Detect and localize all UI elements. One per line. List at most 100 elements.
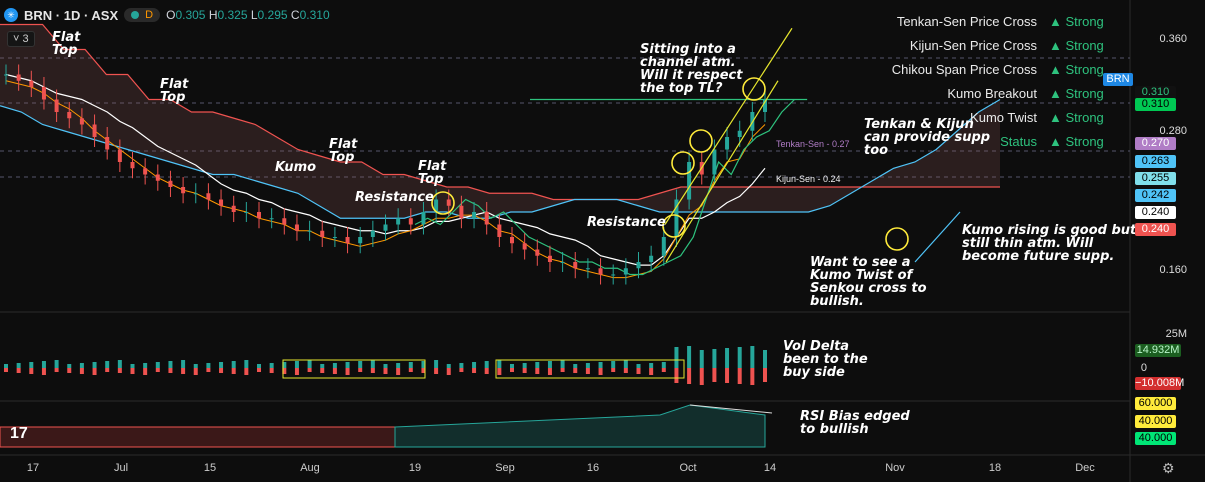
volume-delta-bar-up — [370, 360, 375, 368]
candle-body — [497, 224, 502, 237]
annotation-flat-top-1: Flat Top — [52, 30, 81, 58]
volume-delta-bar-down — [687, 368, 692, 384]
candle-body — [206, 193, 211, 200]
candle-body — [370, 230, 375, 237]
volume-delta-bar-down — [636, 368, 641, 374]
volume-delta-bar-up — [472, 362, 477, 368]
volume-delta-bar-down — [472, 368, 477, 373]
status-row: Kijun-Sen Price Cross ▲ Strong — [865, 33, 1125, 57]
x-axis-label: 15 — [203, 462, 217, 474]
candle-body — [79, 118, 84, 125]
x-axis-label: Sep — [495, 462, 515, 474]
rsi-value-box: 60.000 — [1135, 397, 1176, 410]
volume-delta-bar-down — [737, 368, 742, 384]
volume-delta-bar-up — [484, 361, 489, 368]
volume-delta-bar-down — [29, 368, 34, 374]
candle-body — [117, 149, 122, 162]
arrow-icon — [914, 211, 961, 263]
volume-delta-bar-down — [155, 368, 160, 372]
candle-body — [54, 99, 59, 112]
volume-delta-bar-down — [623, 368, 628, 373]
highlight-circle — [431, 191, 455, 215]
senkou-span-a-line — [0, 98, 1001, 219]
volume-delta-bar-down — [611, 368, 616, 372]
volume-delta-bar-up — [598, 362, 603, 368]
status-label: Kumo Twist — [970, 109, 1037, 125]
highlight-circle — [742, 77, 766, 101]
price-value-box: 0.240 — [1135, 206, 1176, 219]
volume-delta-bar-down — [269, 368, 274, 373]
candle-body — [661, 237, 666, 256]
candle-body — [4, 74, 8, 76]
volume-delta-bar-down — [345, 368, 350, 375]
volume-delta-bar-down — [16, 368, 21, 373]
candle-body — [105, 137, 110, 150]
volume-delta-bar-down — [257, 368, 261, 372]
volume-delta-bar-up — [4, 364, 8, 368]
volume-delta-bar-up — [421, 361, 426, 368]
x-axis-label: 17 — [26, 462, 40, 474]
candle-body — [674, 199, 679, 237]
volume-delta-bar-down — [434, 368, 439, 374]
highlight-circle — [671, 151, 695, 175]
market-status-pill[interactable]: D — [124, 8, 161, 22]
volume-delta-bar-up — [244, 360, 249, 368]
gear-icon[interactable]: ⚙ — [1162, 460, 1175, 476]
candle-body — [244, 212, 249, 213]
candle-body — [294, 224, 299, 231]
volume-delta-bar-up — [67, 364, 72, 368]
candle-body — [383, 224, 388, 231]
candle-body — [712, 149, 717, 175]
candle-body — [396, 218, 401, 225]
indicator-collapse-button[interactable]: ˅ 3 — [7, 31, 35, 47]
volume-delta-bar-up — [282, 362, 287, 368]
candle-body — [16, 74, 21, 81]
volume-delta-bar-up — [79, 363, 84, 368]
volume-delta-bar-down — [484, 368, 489, 374]
volume-delta-bar-up — [168, 361, 173, 368]
candle-body — [725, 137, 730, 150]
candle-body — [598, 268, 603, 275]
volume-tick: 0 — [1140, 362, 1147, 374]
volume-delta-bar-down — [573, 368, 578, 373]
asx-symbol-icon: ✳ — [4, 8, 18, 22]
candle-body — [585, 268, 590, 270]
candle-body — [168, 180, 173, 187]
volume-delta-bar-down — [408, 368, 413, 372]
volume-delta-bar-up — [687, 346, 692, 368]
volume-delta-bar-up — [737, 347, 742, 368]
volume-delta-bar-down — [383, 368, 388, 374]
status-value: ▲ Strong — [1049, 13, 1104, 29]
volume-delta-bar-up — [54, 360, 59, 368]
annotation-tenkan-kijun: Tenkan & Kijun can provide supp too — [864, 117, 991, 158]
volume-delta-bar-up — [623, 360, 628, 368]
volume-delta-bar-down — [320, 368, 325, 373]
volume-delta-bar-down — [168, 368, 173, 373]
volume-delta-bar-down — [725, 368, 730, 383]
candle-body — [41, 87, 46, 100]
volume-delta-bar-up — [155, 362, 160, 368]
volume-delta-bar-down — [41, 368, 46, 375]
volume-delta-bar-down — [206, 368, 211, 372]
volume-delta-bar-down — [510, 368, 514, 372]
volume-delta-bar-down — [332, 368, 337, 374]
volume-delta-bar-down — [661, 368, 666, 372]
delayed-badge: D — [145, 9, 154, 21]
volume-delta-bar-down — [358, 368, 363, 372]
price-value-box: BRN — [1103, 73, 1133, 86]
symbol-title[interactable]: BRN · 1D · ASX — [24, 7, 119, 23]
volume-delta-bar-down — [294, 368, 299, 375]
candle-body — [67, 112, 72, 119]
volume-delta-bar-down — [92, 368, 97, 375]
volume-delta-bar-down — [79, 368, 84, 374]
status-label: Kumo Breakout — [947, 85, 1037, 101]
volume-delta-bar-up — [294, 361, 299, 368]
annotation-flat-top-2: Flat Top — [160, 77, 189, 105]
price-value-box: 0.242 — [1135, 189, 1176, 202]
tenkan-sen-label: Tenkan-Sen - 0.27 — [776, 139, 850, 149]
volume-delta-bar-up — [446, 364, 451, 368]
price-tick: 0.360 — [1159, 33, 1187, 45]
volume-delta-bar-down — [547, 368, 552, 375]
volume-delta-bar-up — [522, 363, 527, 368]
